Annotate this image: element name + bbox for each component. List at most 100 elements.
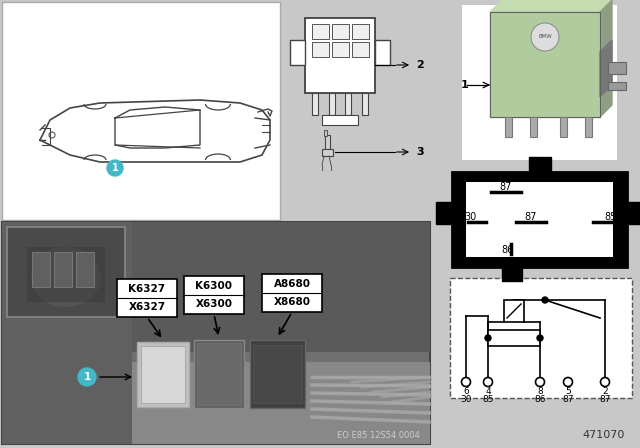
Bar — [253, 345, 302, 403]
Bar — [2, 362, 430, 444]
Bar — [312, 24, 329, 39]
Text: 85: 85 — [605, 212, 617, 222]
Text: 30: 30 — [460, 396, 472, 405]
Bar — [312, 93, 318, 115]
Bar — [329, 93, 335, 115]
Circle shape — [600, 378, 609, 387]
Bar — [117, 279, 177, 317]
Text: BMW: BMW — [538, 34, 552, 39]
Bar — [312, 42, 329, 57]
Text: X8680: X8680 — [273, 297, 310, 307]
Bar — [2, 2, 280, 220]
Bar — [305, 18, 375, 93]
Bar — [141, 346, 185, 403]
Bar — [560, 117, 567, 137]
Bar — [345, 93, 351, 115]
Bar — [585, 117, 592, 137]
Bar — [7, 227, 125, 317]
Circle shape — [485, 335, 491, 341]
Circle shape — [531, 23, 559, 51]
Text: 86: 86 — [534, 396, 546, 405]
Bar — [466, 182, 613, 257]
Bar — [194, 340, 244, 408]
Bar — [375, 40, 390, 65]
Bar — [250, 340, 305, 408]
Text: X6327: X6327 — [129, 302, 166, 312]
Bar — [332, 24, 349, 39]
Bar — [197, 343, 241, 405]
Bar — [76, 252, 94, 287]
Bar — [625, 202, 640, 224]
Bar — [262, 274, 322, 312]
Bar — [530, 117, 537, 137]
Circle shape — [483, 378, 493, 387]
Text: X6300: X6300 — [195, 299, 232, 309]
Bar — [490, 12, 600, 117]
Bar — [529, 157, 551, 174]
Circle shape — [536, 378, 545, 387]
Circle shape — [78, 368, 96, 386]
Bar — [608, 62, 626, 74]
Bar — [322, 115, 358, 125]
Text: 87: 87 — [563, 396, 573, 405]
Circle shape — [537, 335, 543, 341]
Text: K6327: K6327 — [129, 284, 166, 294]
Text: 8: 8 — [537, 388, 543, 396]
Bar — [32, 252, 50, 287]
Bar — [332, 42, 349, 57]
Text: 30: 30 — [464, 212, 476, 222]
Bar — [450, 278, 632, 398]
Text: 87: 87 — [525, 212, 537, 222]
Bar — [325, 135, 330, 149]
Bar — [27, 247, 105, 302]
Bar — [452, 172, 627, 267]
Text: 85: 85 — [483, 396, 493, 405]
Bar — [502, 265, 522, 281]
Circle shape — [563, 378, 573, 387]
Bar — [488, 330, 540, 346]
Text: 471070: 471070 — [582, 430, 625, 440]
Text: 86: 86 — [501, 245, 513, 255]
Polygon shape — [490, 0, 612, 12]
Bar — [504, 300, 524, 322]
Text: 1: 1 — [461, 80, 469, 90]
Text: 87: 87 — [599, 396, 611, 405]
Text: EO E85 12S54 0004: EO E85 12S54 0004 — [337, 431, 420, 440]
Bar — [436, 202, 454, 224]
Bar — [352, 24, 369, 39]
Circle shape — [542, 297, 548, 303]
Bar — [352, 42, 369, 57]
Bar — [290, 40, 305, 65]
Text: A8680: A8680 — [273, 279, 310, 289]
Circle shape — [49, 132, 55, 138]
Text: 2: 2 — [602, 388, 608, 396]
Bar — [2, 222, 430, 444]
Text: 1: 1 — [83, 372, 91, 382]
Circle shape — [461, 378, 470, 387]
Text: 1: 1 — [111, 163, 118, 173]
Bar — [608, 82, 626, 90]
Text: 3: 3 — [416, 147, 424, 157]
Bar — [54, 252, 72, 287]
Bar — [132, 222, 430, 352]
Text: K6300: K6300 — [195, 281, 232, 291]
Bar — [505, 117, 512, 137]
Polygon shape — [490, 12, 600, 117]
Polygon shape — [600, 40, 612, 97]
Bar — [324, 130, 327, 136]
Text: 2: 2 — [416, 60, 424, 70]
Bar — [322, 149, 333, 156]
Bar — [2, 222, 132, 444]
Ellipse shape — [31, 247, 101, 307]
Polygon shape — [600, 0, 612, 117]
Bar — [462, 5, 617, 160]
Circle shape — [107, 160, 123, 176]
Polygon shape — [40, 100, 270, 162]
Bar — [184, 276, 244, 314]
Bar — [137, 342, 189, 407]
Text: 4: 4 — [485, 388, 491, 396]
Text: 87: 87 — [500, 182, 512, 192]
Text: 5: 5 — [565, 388, 571, 396]
Text: 6: 6 — [463, 388, 469, 396]
Bar — [362, 93, 368, 115]
